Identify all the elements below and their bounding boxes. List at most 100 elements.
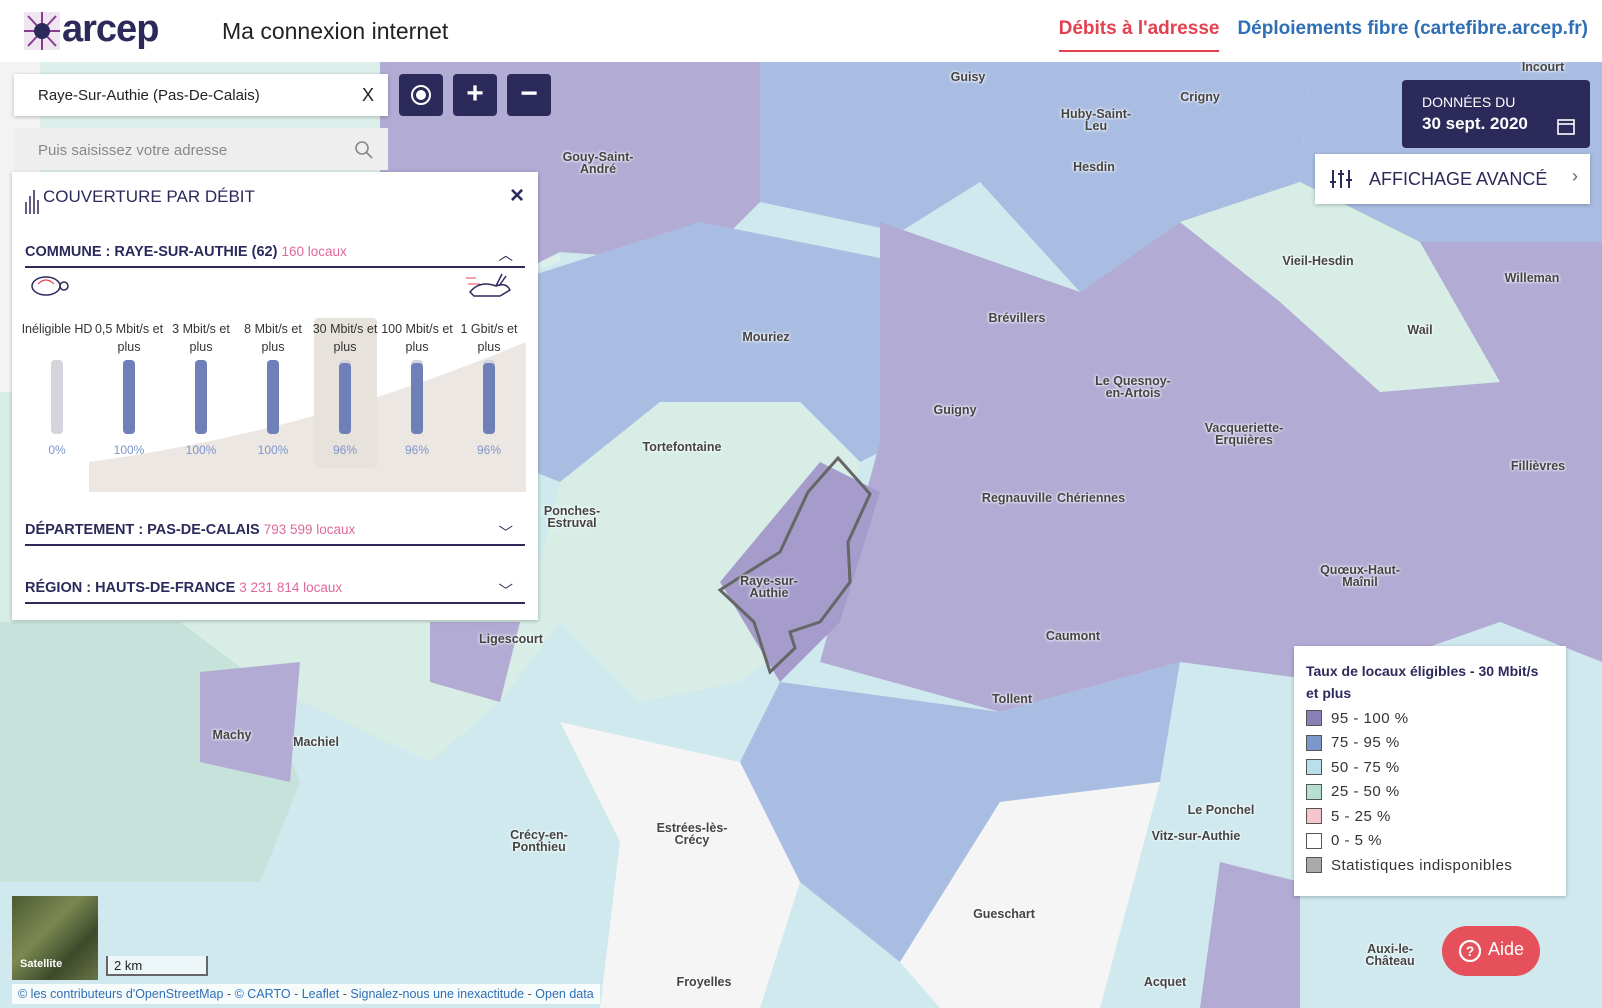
section-header[interactable]: COMMUNE : RAYE-SUR-AUTHIE (62) 160 locau… [25, 244, 525, 268]
section-name: DÉPARTEMENT : PAS-DE-CALAIS [25, 522, 260, 538]
section-name: RÉGION : HAUTS-DE-FRANCE [25, 580, 236, 596]
help-label: Aide [1488, 939, 1525, 959]
date-value: 30 sept. 2020 [1422, 114, 1528, 133]
chevron[interactable]: ﹀ [498, 584, 514, 600]
nav-link[interactable]: Débits à l'adresse [1058, 18, 1220, 52]
chevron: › [1572, 166, 1578, 186]
place-label: Mouriez [742, 330, 790, 344]
place-label: Auxi-le-Château [1365, 942, 1415, 968]
chevron[interactable]: ﹀ [498, 526, 514, 542]
place-label: Vitz-sur-Authie [1151, 829, 1241, 843]
place-label: Caumont [1045, 629, 1101, 643]
place-label: Raye-sur-Authie [740, 574, 798, 600]
separator: - [226, 987, 232, 1001]
nav-link[interactable]: Déploiements fibre (cartefibre.arcep.fr) [1237, 18, 1588, 39]
legend-swatch [1306, 857, 1322, 874]
scale-bar: 2 km [106, 956, 208, 976]
help-icon: ? [1458, 939, 1482, 963]
level-label: Inéligible HD [21, 322, 93, 336]
date-selector[interactable]: DONNÉES DU 30 sept. 2020 [1402, 80, 1590, 148]
place-label: Crigny [1180, 90, 1220, 104]
legend-label: 5 - 25 % [1331, 807, 1391, 825]
place-label: Chériennes [1056, 491, 1126, 505]
place-label: Tollent [991, 692, 1033, 706]
search-icon [355, 141, 373, 159]
bar [123, 360, 135, 434]
bar [483, 362, 495, 434]
place-label: Willeman [1504, 271, 1560, 285]
rabbit-icon [466, 273, 511, 297]
section-header[interactable]: RÉGION : HAUTS-DE-FRANCE 3 231 814 locau… [25, 580, 525, 604]
panel-title: COUVERTURE PAR DÉBIT [43, 187, 255, 206]
legend-label: 50 - 75 % [1331, 758, 1400, 776]
place-label: Brévillers [988, 311, 1046, 325]
place-label: Tortefontaine [642, 440, 722, 454]
place-label: Machy [212, 728, 252, 742]
place-label: Estrées-lès-Crécy [656, 821, 728, 847]
attribution-link[interactable]: Open data [535, 987, 594, 1001]
legend-title: Taux de locaux éligibles - 30 Mbit/s et … [1306, 663, 1539, 701]
place-label: Fillièvres [1510, 459, 1566, 473]
level-label: 8 Mbit/s et plus [244, 322, 302, 354]
attribution-link[interactable]: Signalez-nous une inexactitude [350, 987, 525, 1001]
section-name: COMMUNE : RAYE-SUR-AUTHIE (62) [25, 244, 278, 260]
zoom-out-button[interactable]: − [507, 74, 551, 116]
help-button[interactable]: ? Aide [1442, 926, 1540, 976]
logo-icon [24, 12, 60, 50]
commune-search[interactable]: Raye-Sur-Authie (Pas-De-Calais) X [14, 74, 388, 116]
zoom-in-button[interactable]: + [453, 74, 497, 116]
bar [411, 362, 423, 434]
bar [195, 360, 207, 434]
locate-button[interactable] [399, 74, 443, 116]
place-label: Le Quesnoy-en-Artois [1095, 374, 1171, 400]
value-label: 100% [113, 443, 145, 457]
attribution-link[interactable]: © CARTO [234, 987, 291, 1001]
attribution-link[interactable]: Leaflet [301, 987, 340, 1001]
place-label: Ponches-Estruval [543, 504, 601, 530]
legend-swatch [1306, 832, 1322, 849]
turtle-icon [31, 276, 69, 296]
logo[interactable]: arcep [62, 8, 159, 50]
chevron[interactable]: ︿ [498, 248, 514, 264]
nav: Débits à l'adresse Déploiements fibre (ca… [1058, 18, 1588, 52]
level-label: 1 Gbit/s et plus [460, 322, 518, 354]
panel-close[interactable]: × [509, 182, 524, 209]
locate-icon [411, 85, 431, 105]
attribution-link[interactable]: © les contributeurs d'OpenStreetMap [18, 987, 224, 1001]
legend-item: 5 - 25 % [1306, 804, 1554, 829]
scale-label: 2 km [114, 958, 143, 973]
bar-track [51, 360, 63, 434]
separator: - [294, 987, 299, 1001]
place-label: Regnauville [981, 491, 1053, 505]
value-label: 100% [185, 443, 217, 457]
value-label: 100% [257, 443, 289, 457]
legend-item: 50 - 75 % [1306, 755, 1554, 780]
date-label: DONNÉES DU [1422, 94, 1516, 110]
satellite-toggle[interactable]: Satellite [12, 896, 98, 980]
level-label: 0,5 Mbit/s et plus [94, 322, 164, 354]
calendar-icon [1557, 119, 1575, 135]
place-label: Guigny [933, 403, 977, 417]
section-count: 3 231 814 locaux [239, 580, 343, 595]
legend-label: 75 - 95 % [1331, 734, 1400, 752]
level-label: 3 Mbit/s et plus [172, 322, 230, 354]
section-header[interactable]: DÉPARTEMENT : PAS-DE-CALAIS 793 599 loca… [25, 522, 525, 546]
legend-label: 95 - 100 % [1331, 709, 1409, 727]
legend-item: Statistiques indisponibles [1306, 853, 1554, 878]
address-input[interactable]: Puis saisissez votre adresse [14, 128, 388, 170]
place-label: Froyelles [676, 975, 732, 989]
address-placeholder: Puis saisissez votre adresse [38, 142, 228, 159]
legend-label: 0 - 5 % [1331, 832, 1383, 850]
panel-graphics [25, 190, 526, 492]
legend-item: 0 - 5 % [1306, 829, 1554, 854]
advanced-display-button[interactable]: AFFICHAGE AVANCÉ › [1315, 154, 1590, 204]
clear-button[interactable]: X [361, 85, 374, 105]
bar [267, 360, 279, 434]
svg-text:?: ? [1466, 943, 1475, 959]
section-count: 160 locaux [281, 244, 347, 259]
place-label: Wail [1407, 323, 1433, 337]
legend-item: 75 - 95 % [1306, 731, 1554, 756]
value-label: 96% [476, 443, 502, 457]
commune-value: Raye-Sur-Authie (Pas-De-Calais) [38, 87, 260, 104]
